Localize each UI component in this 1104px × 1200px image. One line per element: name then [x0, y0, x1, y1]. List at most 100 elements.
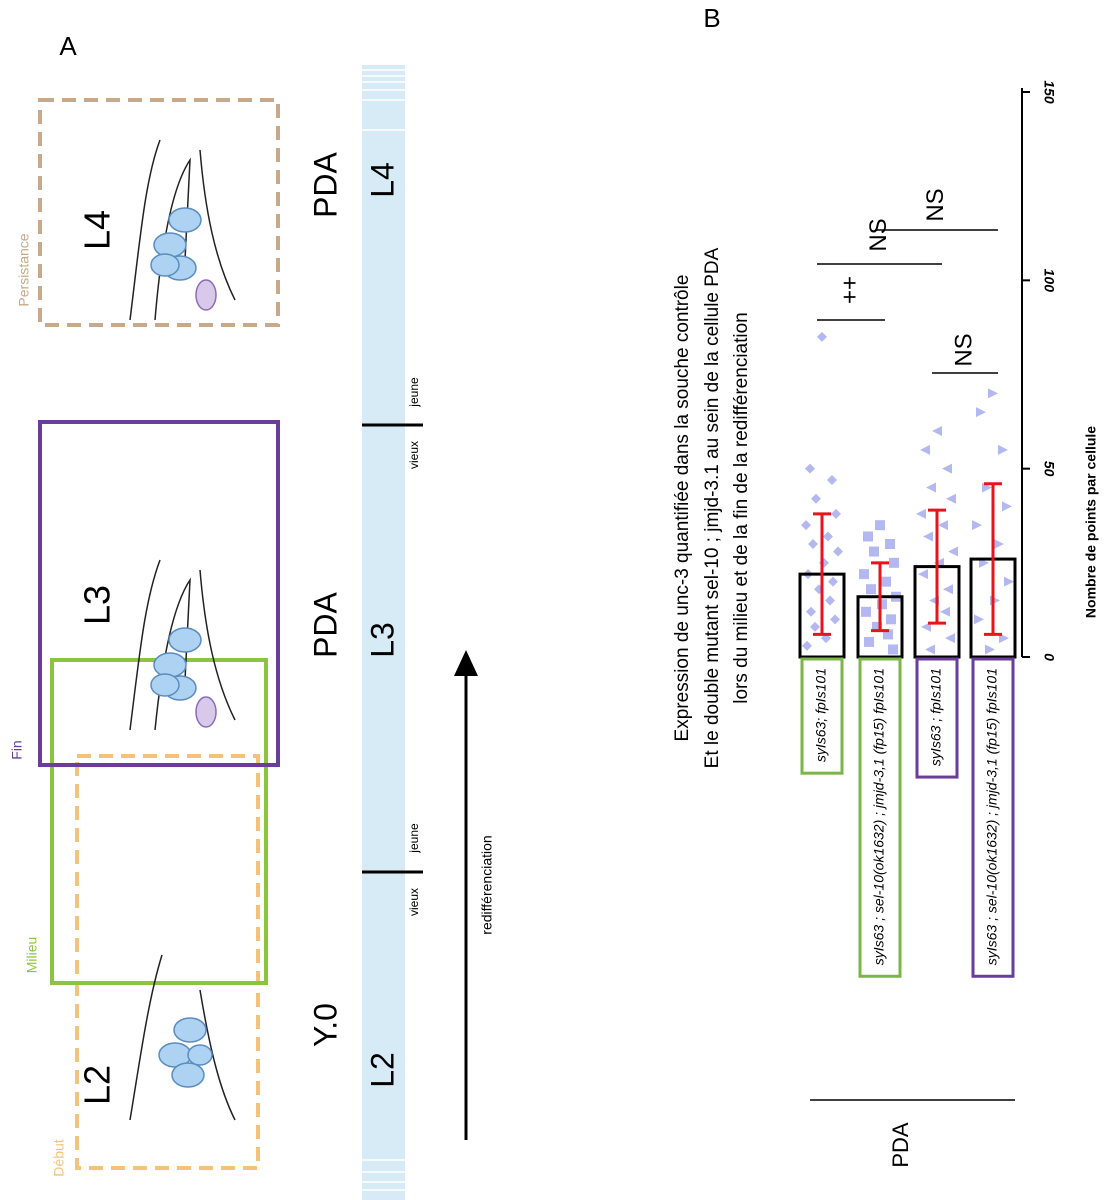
data-point	[916, 508, 926, 519]
data-point	[825, 595, 835, 606]
data-point	[942, 463, 952, 474]
category-box	[858, 657, 902, 978]
x-tick-label: syIs63 ; sel-10(ok1632) ; jmjd-3,1 (fp15…	[871, 668, 887, 965]
y-tick-label: 0	[1041, 653, 1057, 661]
data-point	[802, 640, 812, 651]
y-axis-label: Nombre de points par cellule	[1083, 426, 1099, 618]
panel-label: B	[703, 3, 720, 33]
window-box	[38, 98, 280, 327]
data-point	[920, 444, 930, 455]
data-point	[817, 331, 827, 342]
timeline-stripes	[362, 69, 405, 1191]
comparison-label: NS	[865, 218, 892, 251]
comparison-label: NS	[922, 188, 949, 221]
data-point	[923, 531, 933, 542]
data-point	[828, 576, 838, 587]
window-label: Persistance	[16, 233, 32, 306]
data-point	[808, 539, 818, 549]
timeline-label: L2	[364, 1052, 400, 1088]
data-point	[889, 557, 899, 568]
data-point	[932, 426, 942, 436]
data-point	[801, 520, 811, 531]
data-point	[940, 606, 950, 617]
data-point	[885, 539, 895, 549]
cell-label: PDA	[307, 151, 343, 217]
x-tick-label: syIs63 ; sel-10(ok1632) ; jmjd-3,1 (fp15…	[984, 668, 1000, 965]
cell-drawing	[129, 559, 236, 731]
data-point	[830, 614, 840, 625]
data-point	[805, 463, 815, 474]
panel-label: A	[59, 31, 77, 61]
data-point	[823, 531, 833, 542]
data-point	[985, 644, 995, 655]
stage-label: L4	[77, 210, 118, 250]
boundary-label: jeune	[407, 377, 421, 408]
boundary-label: jeune	[407, 823, 421, 854]
data-point	[881, 576, 891, 587]
stage-label: L3	[77, 585, 118, 625]
y-tick-label: 150	[1041, 80, 1057, 104]
category-box	[971, 657, 1015, 978]
data-point	[988, 388, 998, 399]
data-point	[974, 614, 984, 625]
data-point	[972, 520, 982, 531]
data-point	[945, 633, 955, 644]
comparison-label: NS	[950, 333, 977, 366]
arrow-head	[454, 650, 478, 676]
category-box	[800, 657, 844, 775]
data-point	[806, 606, 816, 617]
data-point	[859, 569, 869, 580]
arrow-label: redifférenciation	[479, 835, 495, 934]
data-point	[831, 508, 841, 519]
chart-title: Expression de unc-3 quantifiée dans la s…	[672, 275, 693, 742]
data-point	[976, 407, 986, 418]
timeline-label: L3	[364, 622, 400, 658]
cell-drawing	[129, 954, 236, 1121]
data-point	[864, 636, 874, 647]
window-label: Milieu	[24, 937, 40, 974]
data-point	[994, 539, 1004, 549]
x-tick-label: syIs63; fpIs101	[813, 668, 829, 762]
data-point	[998, 444, 1008, 455]
data-point	[925, 644, 935, 655]
boundary-label: vieux	[407, 441, 421, 469]
cell-label: PDA	[307, 591, 343, 657]
data-point	[863, 531, 873, 542]
data-point	[943, 584, 953, 595]
data-point	[1002, 501, 1012, 512]
data-point	[810, 621, 820, 632]
data-point	[888, 644, 898, 655]
x-tick-label: syIs63 ; fpIs101	[928, 668, 944, 766]
cell-label: Y.0	[307, 1003, 343, 1047]
y-tick-label: 50	[1041, 461, 1057, 477]
window-box	[50, 658, 268, 985]
window-box	[38, 420, 280, 767]
window-label: Début	[51, 1139, 67, 1176]
category-box	[915, 657, 959, 779]
timeline	[362, 65, 405, 1200]
window-box	[75, 754, 260, 1170]
data-point	[861, 606, 871, 617]
data-point	[948, 546, 958, 557]
data-point	[811, 493, 821, 504]
chart-title: Et le double mutant sel-10 ; jmjd-3.1 au…	[702, 247, 723, 768]
boundary-label: vieux	[407, 888, 421, 916]
cell-drawing	[129, 139, 236, 321]
data-point	[869, 546, 879, 557]
data-point	[918, 569, 928, 580]
data-point	[833, 546, 843, 557]
window-label: Fin	[9, 740, 25, 759]
timeline-label: L4	[364, 162, 400, 198]
stage-label: L2	[77, 1065, 118, 1105]
comparison-label: ++	[836, 276, 863, 304]
y-tick-label: 100	[1041, 269, 1057, 293]
data-point	[938, 520, 948, 531]
data-point	[926, 482, 936, 493]
data-point	[1004, 576, 1014, 587]
data-point	[946, 493, 956, 504]
data-point	[866, 584, 876, 595]
data-point	[827, 474, 837, 485]
data-point	[875, 520, 885, 531]
group-label: PDA	[888, 1122, 913, 1168]
